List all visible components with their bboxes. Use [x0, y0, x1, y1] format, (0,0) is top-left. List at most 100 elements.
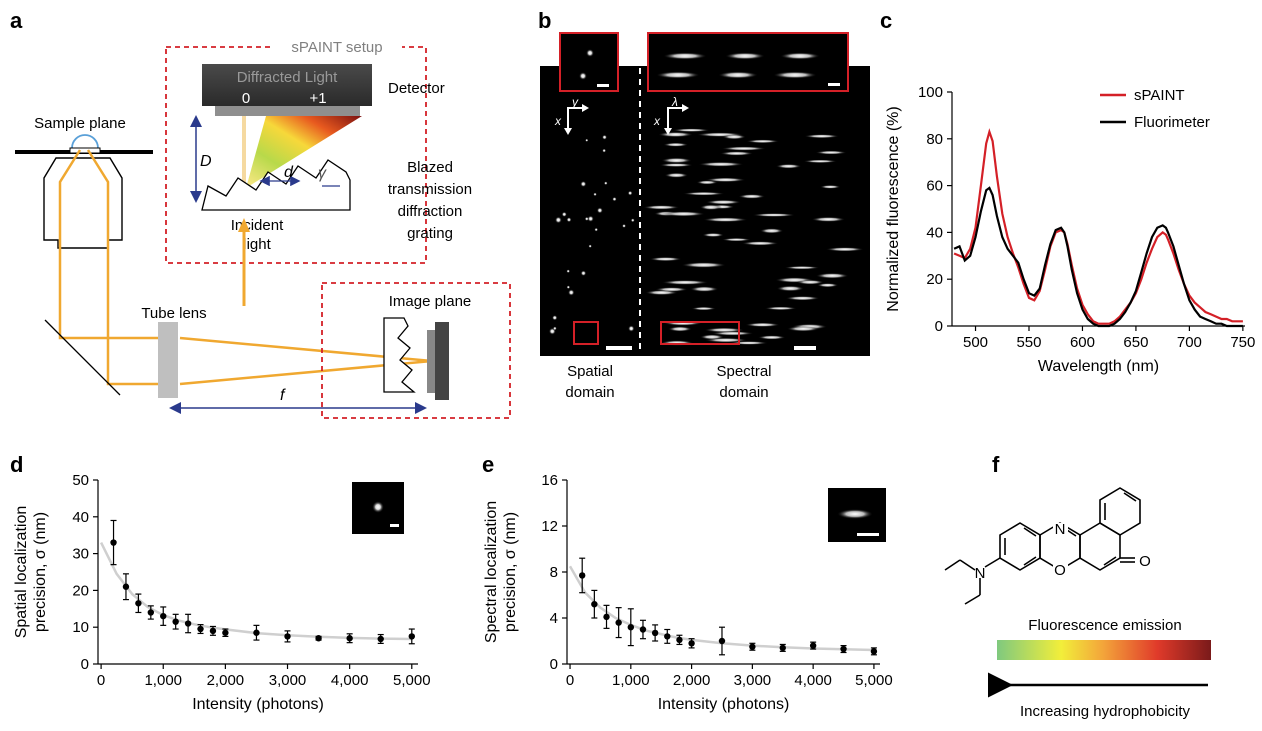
spectral-streak [819, 185, 841, 189]
panel-b: x y x λ Spatial domain Spectral domain [540, 32, 870, 401]
spot [602, 148, 607, 153]
panel-label-c: c [880, 8, 892, 33]
detector-label: Detector [388, 80, 445, 97]
spot [566, 269, 571, 274]
grating-label-4: grating [407, 225, 453, 242]
spot [566, 285, 571, 289]
x-tick-label: 4,000 [331, 672, 369, 689]
spot [585, 138, 589, 142]
spot [630, 218, 635, 223]
spectral-streak [696, 180, 718, 185]
inset-spectral [647, 32, 849, 92]
spot [554, 216, 562, 224]
objective [43, 157, 123, 249]
spectral-domain-label-1: Spectral [716, 363, 771, 380]
image-plane-box [321, 282, 511, 419]
atom-N-ring: N [1055, 521, 1066, 538]
panel-label-f: f [992, 452, 1000, 477]
series-line-fluorimeter [953, 186, 1243, 328]
x-tick-label: 600 [1070, 334, 1095, 351]
spectral-streak [721, 146, 767, 151]
x-tick-label: 2,000 [207, 672, 245, 689]
chart-d: 0 1,000 2,000 3,000 4,000 5,000 0 10 20 30 40 50 Int… [13, 472, 431, 713]
spot [627, 190, 633, 196]
panel-label-b: b [538, 8, 551, 33]
data-point [779, 644, 786, 652]
x-tick-label: 4,000 [794, 672, 832, 689]
spectral-streak [775, 164, 802, 169]
spectral-streak [702, 232, 725, 238]
panel-label-e: e [482, 452, 494, 477]
spot [561, 211, 567, 217]
y-tick-label: 12 [541, 518, 558, 535]
y-tick-label: 40 [72, 509, 89, 526]
x-tick-label: 750 [1230, 334, 1255, 351]
spot [568, 289, 575, 296]
data-point [639, 626, 647, 633]
spectral-streak [757, 335, 786, 340]
grating-label-3: diffraction [398, 203, 463, 220]
detector [202, 64, 372, 106]
atom-O-ring: O [1054, 562, 1066, 579]
data-point [209, 627, 217, 635]
panel-label-a: a [10, 8, 23, 33]
spectral-streak [704, 327, 745, 333]
distance-D-label: D [200, 153, 212, 170]
legend-label: sPAINT [1134, 87, 1185, 104]
spot [603, 181, 608, 186]
y-tick-label: 0 [81, 656, 89, 673]
data-point [809, 642, 817, 649]
spectral-streak [705, 177, 746, 183]
y-tick-label: 40 [926, 224, 943, 241]
x-tick-label: 700 [1177, 334, 1202, 351]
x-axis-label: Intensity (photons) [192, 696, 324, 713]
spot [628, 325, 635, 332]
spectral-streak [759, 228, 784, 234]
setup-title: sPAINT setup [291, 39, 382, 56]
y-tick-label: 16 [541, 472, 558, 489]
panel-label-d: d [10, 452, 23, 477]
data-point [346, 635, 353, 642]
y-tick-label: 4 [550, 610, 558, 627]
spectral-streak [658, 131, 694, 138]
spatial-domain-label-2: domain [565, 384, 614, 401]
diffracted-fan [246, 116, 362, 188]
data-point [135, 600, 142, 607]
spatial-domain-label-1: Spatial [567, 363, 613, 380]
spectral-streak [698, 161, 744, 167]
image-plane-grating [383, 317, 416, 393]
data-point [718, 637, 726, 645]
spot [552, 315, 558, 321]
spot [602, 134, 608, 140]
spectral-streak [764, 306, 797, 311]
spectral-streak [661, 157, 692, 164]
spectral-streak [663, 142, 689, 147]
x-tick-label: 650 [1123, 334, 1148, 351]
data-point [651, 629, 659, 637]
spectral-streak [661, 211, 706, 217]
spatial-spectral-image [540, 66, 870, 356]
y-tick-label: 0 [550, 656, 558, 673]
panel-f [944, 487, 1141, 605]
spot [588, 244, 592, 248]
spectral-domain-label-2: domain [719, 384, 768, 401]
spectral-streaks [643, 128, 864, 346]
spectral-streak [691, 306, 717, 311]
order-zero-label: 0 [242, 90, 250, 107]
ring-d [1099, 487, 1141, 536]
series-line-spaint [953, 128, 1243, 325]
spectral-streak [705, 199, 742, 205]
atom-N-amine: N [975, 565, 986, 582]
spot [584, 216, 589, 221]
data-point [840, 645, 847, 653]
spectral-streak [719, 151, 754, 156]
tube-lens [158, 322, 178, 398]
data-point [110, 539, 117, 546]
spectral-streak [702, 217, 748, 222]
spot [593, 192, 597, 197]
x-tick-label: 0 [566, 672, 574, 689]
y-tick-label: 80 [926, 131, 943, 148]
spectral-streak [649, 257, 682, 262]
focal-f-label: f [280, 387, 286, 404]
spot [552, 326, 557, 331]
